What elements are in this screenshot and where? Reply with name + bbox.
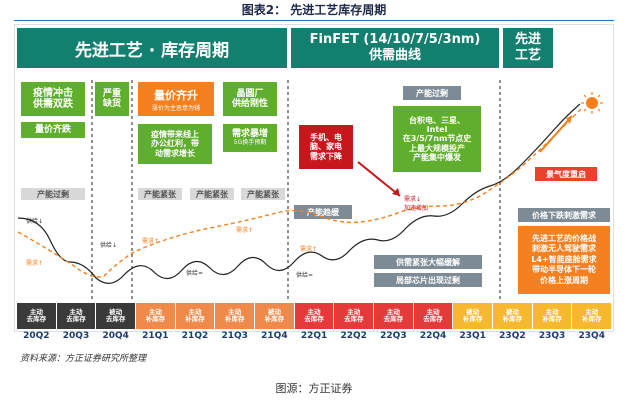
- chip-23q1: 被动 补库存: [453, 303, 493, 329]
- source-bottom: 图源：方正证券: [275, 382, 353, 395]
- banner-right: 先进 工艺: [503, 28, 553, 68]
- q-20q2: 20Q2: [23, 331, 50, 341]
- demand-surge-title: 需求暴增: [231, 129, 268, 140]
- chip-22q2: 主动 去库存: [334, 303, 374, 329]
- capacity-tight-1-box: 产能紧张: [138, 188, 182, 200]
- epidemic-box: 疫情冲击 供需双跌: [21, 82, 85, 116]
- note-demand-up-2: 需求↑: [236, 227, 254, 234]
- capacity-shortage-ease-box: 供需紧张大幅缓解: [374, 255, 482, 269]
- chip-20q4: 被动 去库存: [96, 303, 136, 329]
- chip-21q4: 被动 补库存: [255, 303, 294, 329]
- q-21q3: 21Q3: [221, 331, 248, 341]
- fab-rigid-box: 晶圆厂 供给刚性: [223, 82, 277, 116]
- wfh-box: 疫情带来线上 办公红利，带 动需求增长: [138, 124, 212, 164]
- down-arrow: [357, 161, 401, 197]
- g5-sub: 5G换手预期: [233, 138, 267, 146]
- quarter-labels: 20Q2 20Q3 20Q4 21Q1 21Q2 21Q3 21Q4 22Q1 …: [17, 331, 611, 345]
- capacity-tight-3-box: 产能紧张: [241, 188, 285, 200]
- up-arrow-head: [566, 116, 572, 124]
- advanced-war-box: 先进工艺的价格战 刺激无人驾驶需求 L4+智能座舱需求 带动半导体下一轮 价格上…: [518, 226, 610, 294]
- chip-20q2: 主动 去库存: [17, 303, 56, 329]
- chip-21q3: 主动 补库存: [215, 303, 255, 329]
- chip-22q4: 主动 去库存: [413, 303, 453, 329]
- banner-left: 先进工艺 · 库存周期: [17, 28, 287, 68]
- down-arrow-head: [392, 188, 400, 196]
- sun-icon: [581, 92, 603, 114]
- q-23q4: 23Q4: [578, 331, 605, 341]
- source-left: 资料来源：方正证券研究所整理: [20, 354, 147, 364]
- note-demand-up-3: 需求↑: [300, 246, 318, 253]
- chip-20q3: 主动 去库存: [56, 303, 96, 329]
- diagram-panel: [14, 24, 614, 332]
- q-22q4: 22Q4: [419, 331, 447, 341]
- price-qty-fall-box: 量价齐跌: [21, 122, 85, 138]
- chip-23q3: 主动 补库存: [532, 303, 572, 329]
- phase-chips: 主动 去库存 主动 去库存 被动 去库存 主动 补库存 主动 补库存 主动 补库…: [17, 303, 612, 331]
- note-supply-eq: 供给=: [186, 270, 204, 277]
- q-22q3: 22Q3: [380, 331, 407, 341]
- demand-surge-box: 需求暴增 5G换手预期: [223, 124, 277, 152]
- q-23q2: 23Q2: [499, 331, 526, 341]
- note-supply-down-2: 供给↓: [100, 242, 118, 249]
- q-22q2: 22Q2: [340, 331, 367, 341]
- up-arrow: [539, 115, 573, 153]
- partial-over-box: 局部芯片出现过剩: [374, 273, 482, 287]
- shortage-box: 严重 缺货: [95, 82, 129, 116]
- q-22q1: 22Q1: [300, 331, 328, 341]
- q-21q2: 21Q2: [181, 331, 209, 341]
- note-supply-down: 供给↓: [26, 218, 44, 225]
- chip-22q1: 主动 去库存: [294, 303, 334, 329]
- price-drop-box: 价格下跌刺激需求: [518, 208, 610, 222]
- title-rule: [14, 20, 614, 21]
- q-21q4: 21Q4: [261, 331, 288, 341]
- supply-curve: [17, 103, 581, 284]
- capacity-over-right-box: 产能过剩: [403, 86, 461, 100]
- note-demand-drop: 需求↓ 加速增加: [404, 196, 429, 212]
- q-23q3: 23Q3: [538, 331, 566, 341]
- q-20q4: 20Q4: [102, 331, 129, 341]
- chip-22q3: 主动 去库存: [374, 303, 413, 329]
- tsmc-box: 台积电、三星、 Intel 在3/5/7nm节点史 上最大规模投产 产能集中爆发: [393, 106, 481, 172]
- q-21q1: 21Q1: [142, 331, 169, 341]
- chip-23q4: 主动 补库存: [572, 303, 612, 329]
- note-demand-up-4: 需求↑: [26, 260, 44, 267]
- demand-curve: [17, 107, 583, 278]
- banner-middle: FinFET (14/10/7/5/3nm) 供需曲线: [291, 28, 499, 68]
- chip-21q1: 主动 补库存: [136, 303, 175, 329]
- q-23q1: 23Q1: [459, 331, 486, 341]
- price-qty-rise-sub: 涨价为主恶意为辅: [151, 104, 200, 112]
- note-supply-eq-2: 供给=: [296, 272, 314, 279]
- chip-21q2: 主动 补库存: [175, 303, 215, 329]
- capacity-ease-box: 产能趋缓: [294, 205, 352, 219]
- boom-recover-box: 景气度重启: [535, 167, 597, 181]
- capacity-tight-2-box: 产能紧张: [190, 188, 234, 200]
- price-qty-rise-title: 量价齐升: [154, 88, 198, 102]
- chip-23q2: 被动 补库存: [493, 303, 532, 329]
- note-demand-up: 需求↑: [142, 238, 160, 245]
- phone-pc-tv-box: 手机、电 脑、家电 需求下降: [298, 124, 354, 170]
- q-20q3: 20Q3: [62, 331, 90, 341]
- price-qty-rise-box: 量价齐升 涨价为主恶意为辅: [138, 82, 214, 116]
- capacity-over-box: 产能过剩: [21, 188, 85, 200]
- figure-title: 图表2： 先进工艺库存周期: [241, 3, 387, 17]
